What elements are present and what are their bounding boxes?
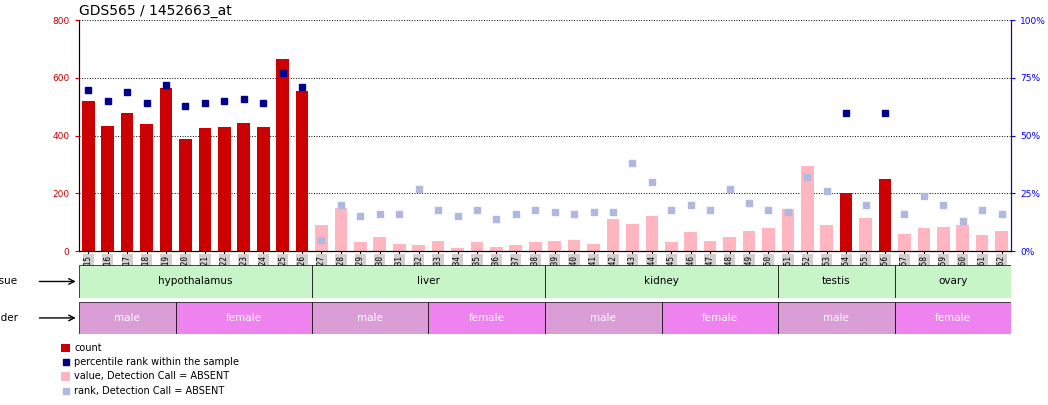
Text: female: female [225,313,262,323]
Text: male: male [114,313,140,323]
Bar [821,225,833,251]
Bar [198,128,212,251]
Bar [373,237,386,251]
Text: rank, Detection Call = ABSENT: rank, Detection Call = ABSENT [74,386,224,396]
Bar [976,235,988,251]
Bar [452,248,464,251]
Bar [801,166,813,251]
Bar [82,101,94,251]
Bar [354,243,367,251]
Bar [393,244,406,251]
Text: percentile rank within the sample: percentile rank within the sample [74,357,239,367]
Bar [471,243,483,251]
Bar [778,302,895,334]
Text: male: male [357,313,383,323]
Bar [587,244,599,251]
Bar [277,59,289,251]
Bar [895,302,1011,334]
Bar [140,124,153,251]
Text: hypothalamus: hypothalamus [158,277,233,286]
Bar [568,240,581,251]
Bar [937,226,949,251]
Bar [334,208,347,251]
Bar [723,237,736,251]
Text: GDS565 / 1452663_at: GDS565 / 1452663_at [79,4,232,18]
Text: female: female [935,313,971,323]
Text: tissue: tissue [0,277,18,286]
Text: count: count [74,343,102,353]
Bar [312,302,429,334]
Bar [704,241,717,251]
Bar [312,265,545,298]
Text: female: female [468,313,505,323]
Bar [839,194,852,251]
Bar [238,123,250,251]
Bar [545,265,778,298]
Bar [996,231,1008,251]
Bar [607,220,619,251]
Bar [661,302,778,334]
Bar [545,302,661,334]
Bar [159,88,172,251]
Bar [918,228,931,251]
Bar [296,91,308,251]
Bar [762,228,774,251]
Bar [121,113,133,251]
Bar [743,231,756,251]
Text: kidney: kidney [645,277,679,286]
Bar [429,302,545,334]
Bar [315,225,328,251]
Text: gender: gender [0,313,18,323]
Bar [664,243,678,251]
Text: liver: liver [417,277,440,286]
Text: male: male [824,313,849,323]
Bar [432,241,444,251]
Bar [778,265,895,298]
Bar [102,126,114,251]
Bar [548,241,561,251]
Bar [179,139,192,251]
Bar [79,265,312,298]
Bar [646,216,658,251]
Bar [878,179,892,251]
Text: female: female [702,313,738,323]
Bar [898,234,911,251]
Bar [218,127,231,251]
Bar [529,243,542,251]
Bar [490,247,503,251]
Text: ovary: ovary [938,277,967,286]
Bar [412,245,425,251]
Text: testis: testis [822,277,851,286]
Bar [684,232,697,251]
Bar [79,302,176,334]
Text: male: male [590,313,616,323]
Bar [176,302,312,334]
Bar [257,127,269,251]
Bar [859,218,872,251]
Bar [62,344,70,352]
Bar [957,225,969,251]
Bar [782,209,794,251]
Text: value, Detection Call = ABSENT: value, Detection Call = ABSENT [74,371,230,382]
Bar [895,265,1011,298]
Bar [626,224,638,251]
Bar [62,373,70,381]
Bar [509,245,522,251]
